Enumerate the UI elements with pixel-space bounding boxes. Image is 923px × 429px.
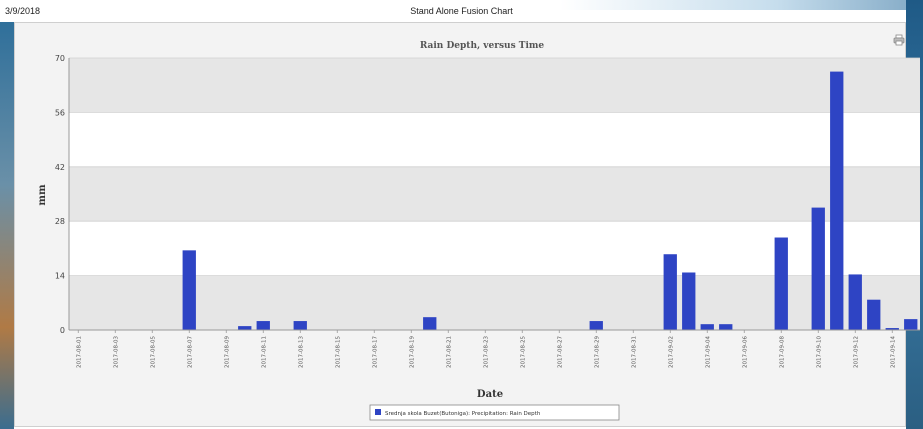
x-tick-label: 2017-08-03 (113, 336, 119, 368)
x-tick-label: 2017-09-08 (779, 336, 785, 368)
report-date: 3/9/2018 (5, 6, 41, 16)
plot-band (69, 275, 920, 330)
x-tick-label: 2017-08-01 (76, 336, 82, 368)
x-tick-label: 2017-08-09 (224, 336, 230, 368)
y-axis-label: mm (37, 184, 48, 206)
x-tick-label: 2017-09-14 (890, 336, 896, 368)
x-tick-label: 2017-09-04 (705, 336, 711, 368)
background-decoration-top (560, 0, 923, 10)
legend-swatch (375, 409, 381, 415)
bar[interactable] (830, 71, 844, 330)
bar[interactable] (663, 254, 677, 330)
x-axis-ticks: 2017-08-01 2017-08-03 2017-08-05 2017-08-07… (76, 330, 896, 368)
y-tick-label: 56 (55, 108, 65, 117)
x-tick-label: 2017-08-25 (520, 336, 526, 368)
bar[interactable] (293, 321, 307, 330)
plot-band (69, 112, 920, 167)
page-title: Stand Alone Fusion Chart (410, 6, 513, 16)
x-tick-label: 2017-08-11 (261, 336, 267, 368)
bar[interactable] (811, 207, 825, 330)
x-tick-label: 2017-09-10 (816, 336, 822, 368)
bar[interactable] (182, 250, 196, 330)
background-decoration-left (0, 22, 14, 429)
bars (182, 71, 918, 330)
x-tick-label: 2017-08-05 (150, 336, 156, 368)
bar[interactable] (238, 326, 252, 330)
y-tick-label: 0 (60, 326, 65, 335)
plot-band (69, 166, 920, 222)
bar[interactable] (848, 274, 862, 330)
x-tick-label: 2017-08-21 (446, 336, 452, 368)
printer-icon[interactable] (893, 33, 905, 46)
chart-title: Rain Depth, versus Time (420, 41, 545, 51)
x-tick-label: 2017-08-07 (187, 336, 193, 368)
y-tick-label: 70 (55, 54, 65, 63)
legend[interactable]: Srednja skola Buzet(Butoniga): Precipita… (369, 404, 620, 421)
bar[interactable] (682, 272, 696, 330)
bar[interactable] (423, 317, 437, 330)
x-tick-label: 2017-08-27 (557, 336, 563, 368)
bar[interactable] (719, 324, 733, 330)
bar[interactable] (700, 324, 714, 330)
bar[interactable] (774, 237, 788, 330)
plot-band (69, 221, 920, 276)
legend-label: Srednja skola Buzet(Butoniga): Precipita… (385, 411, 541, 417)
y-tick-label: 28 (55, 217, 65, 226)
bar[interactable] (589, 321, 603, 330)
legend-box (369, 404, 620, 421)
y-tick-label: 42 (55, 163, 65, 172)
x-tick-label: 2017-08-31 (631, 336, 637, 368)
bar[interactable] (904, 319, 918, 330)
x-tick-label: 2017-09-12 (853, 336, 859, 368)
plot-band (69, 58, 920, 113)
bar[interactable] (256, 321, 270, 330)
plot-bands (69, 58, 920, 330)
x-tick-label: 2017-08-13 (298, 336, 304, 368)
x-tick-label: 2017-08-17 (372, 336, 378, 368)
y-tick-label: 14 (55, 272, 65, 281)
bar[interactable] (867, 299, 881, 330)
y-axis-ticks: 0 14 28 42 56 70 (55, 54, 65, 335)
x-tick-label: 2017-08-23 (483, 336, 489, 368)
x-axis-label: Date (477, 389, 503, 400)
x-tick-label: 2017-08-29 (594, 336, 600, 368)
x-tick-label: 2017-09-02 (668, 336, 674, 368)
x-tick-label: 2017-09-06 (742, 336, 748, 368)
x-tick-label: 2017-08-15 (335, 336, 341, 368)
bar[interactable] (885, 328, 899, 330)
x-tick-label: 2017-08-19 (409, 336, 415, 368)
